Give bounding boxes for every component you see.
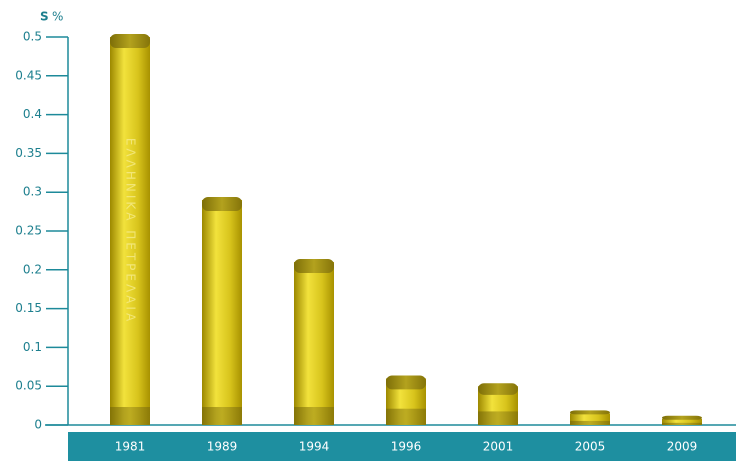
y-label: S [40,10,49,24]
y-tick-label: 0.4 [23,107,42,121]
bar [202,199,242,425]
x-tick-label: 2005 [575,440,606,454]
x-tick-label: 2009 [667,440,698,454]
bar [294,262,334,425]
bar-base [202,407,242,425]
x-tick-label: 1989 [207,440,238,454]
x-tick-label: 1994 [299,440,330,454]
y-tick-label: 0.45 [15,68,42,82]
bar [570,413,610,425]
x-tick-label: 1981 [115,440,146,454]
y-tick-label: 0.2 [23,262,42,276]
bar-cap [386,375,426,390]
y-tick-label: 0.3 [23,185,42,199]
y-tick-label: 0.35 [15,146,42,160]
x-tick-label: 1996 [391,440,422,454]
bar-cap [202,196,242,211]
y-tick-label: 0.5 [23,30,42,44]
bar [662,418,702,425]
y-tick-label: 0.1 [23,340,42,354]
bar-base [294,407,334,425]
x-tick-label: 2001 [483,440,514,454]
bar-cap [570,410,610,415]
y-tick-label: 0.05 [15,379,42,393]
bar-cap [110,34,150,48]
bar-base [570,420,610,425]
bar-cap [662,415,702,420]
y-tick-label: 0.25 [15,224,42,238]
bar-base [662,422,702,425]
y-tick-label: 0.15 [15,301,42,315]
bar-cap [478,383,518,395]
bar-cap [294,259,334,274]
y-unit: % [52,10,63,24]
bar [110,37,150,425]
y-tick-label: 0 [34,418,42,432]
bar-base [386,408,426,425]
bar-base [110,407,150,425]
bar-text: ΕΛΛΗΝΙΚΑ ΠΕΤΡΕΛΑΙΑ [124,138,138,324]
bar-base [478,411,518,425]
category-band [68,432,736,461]
